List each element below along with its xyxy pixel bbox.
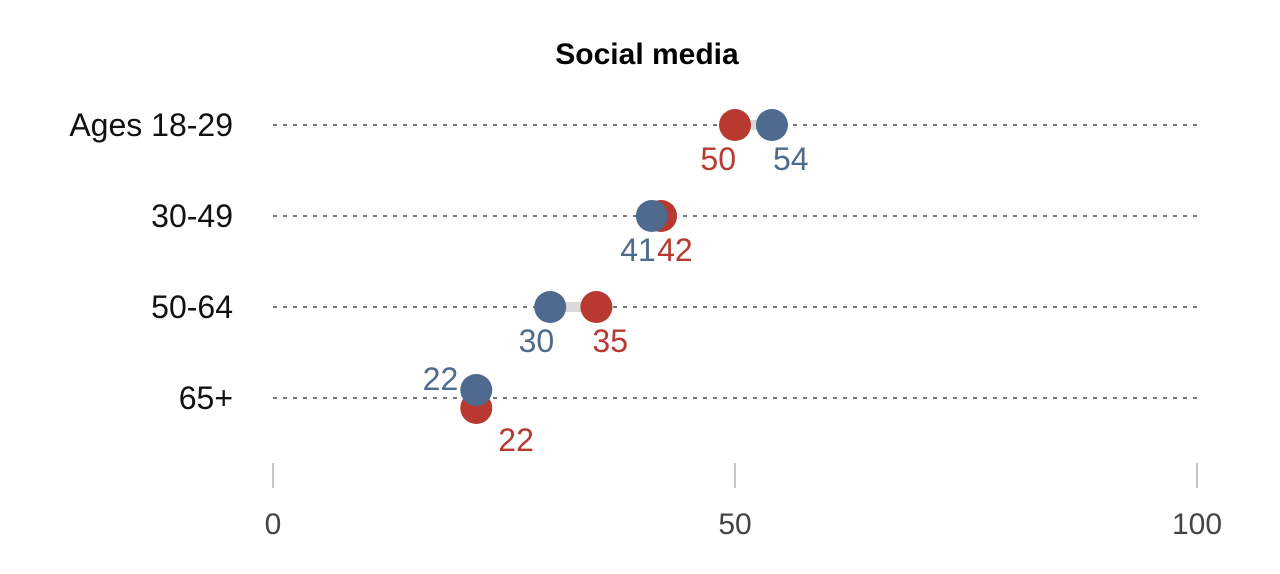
red-value-label: 22 bbox=[498, 422, 534, 458]
category-label: 50-64 bbox=[151, 289, 233, 325]
blue-value-label: 54 bbox=[773, 141, 809, 177]
blue-value-label: 30 bbox=[519, 323, 555, 359]
red-dot bbox=[719, 109, 751, 141]
x-tick-label: 0 bbox=[265, 508, 282, 541]
chart-title: Social media bbox=[555, 38, 739, 71]
blue-value-label: 41 bbox=[620, 232, 656, 268]
blue-value-label: 22 bbox=[423, 361, 459, 397]
x-tick-label: 100 bbox=[1172, 508, 1222, 541]
category-label: 30-49 bbox=[151, 198, 233, 234]
category-label: 65+ bbox=[179, 380, 233, 416]
blue-dot bbox=[460, 374, 493, 406]
red-value-label: 42 bbox=[657, 232, 693, 268]
blue-dot bbox=[534, 291, 567, 323]
red-dot bbox=[580, 291, 613, 323]
red-value-label: 50 bbox=[700, 141, 736, 177]
red-value-label: 35 bbox=[592, 323, 628, 359]
x-tick-label: 50 bbox=[718, 508, 751, 541]
category-label: Ages 18-29 bbox=[69, 107, 233, 143]
blue-dot bbox=[755, 109, 788, 141]
blue-dot bbox=[635, 200, 668, 232]
